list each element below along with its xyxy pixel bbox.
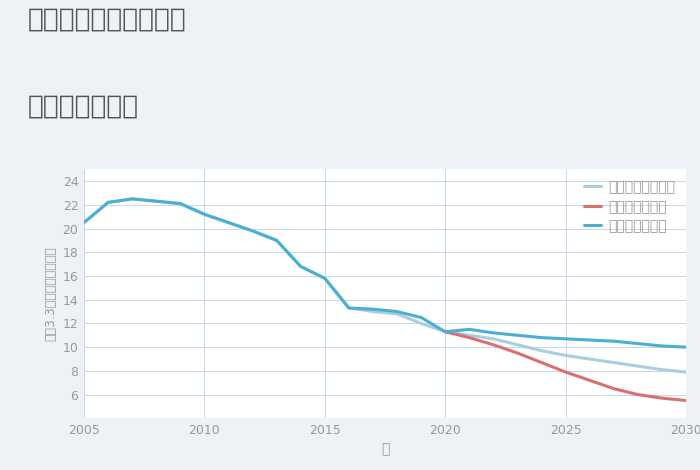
X-axis label: 年: 年 (381, 442, 389, 456)
グッドシナリオ (104, 200, 112, 205)
バッドシナリオ (441, 329, 449, 335)
グッドシナリオ (610, 338, 618, 344)
グッドシナリオ (200, 212, 209, 217)
グッドシナリオ (297, 264, 305, 269)
グッドシナリオ (465, 327, 473, 332)
バッドシナリオ (465, 335, 473, 340)
Line: ノーマルシナリオ: ノーマルシナリオ (84, 199, 686, 372)
ノーマルシナリオ (369, 309, 377, 314)
グッドシナリオ (441, 329, 449, 335)
バッドシナリオ (489, 342, 498, 348)
グッドシナリオ (417, 314, 426, 320)
グッドシナリオ (152, 198, 160, 204)
ノーマルシナリオ (128, 196, 136, 202)
グッドシナリオ (585, 337, 594, 343)
グッドシナリオ (682, 345, 690, 350)
ノーマルシナリオ (417, 321, 426, 326)
ノーマルシナリオ (465, 332, 473, 338)
ノーマルシナリオ (344, 305, 353, 311)
グッドシナリオ (538, 335, 546, 340)
バッドシナリオ (513, 350, 522, 356)
バッドシナリオ (682, 398, 690, 403)
グッドシナリオ (634, 341, 642, 346)
ノーマルシナリオ (321, 275, 329, 281)
グッドシナリオ (128, 196, 136, 202)
ノーマルシナリオ (489, 336, 498, 342)
Legend: ノーマルシナリオ, バッドシナリオ, グッドシナリオ: ノーマルシナリオ, バッドシナリオ, グッドシナリオ (580, 176, 679, 238)
Line: バッドシナリオ: バッドシナリオ (445, 332, 686, 400)
ノーマルシナリオ (634, 363, 642, 369)
Text: 土地の価格推移: 土地の価格推移 (28, 94, 139, 120)
ノーマルシナリオ (561, 352, 570, 358)
ノーマルシナリオ (513, 342, 522, 348)
ノーマルシナリオ (297, 264, 305, 269)
グッドシナリオ (248, 228, 257, 234)
バッドシナリオ (634, 392, 642, 398)
ノーマルシナリオ (610, 360, 618, 365)
ノーマルシナリオ (224, 220, 232, 226)
ノーマルシナリオ (272, 237, 281, 243)
Y-axis label: 坪（3.3㎡）単価（万円）: 坪（3.3㎡）単価（万円） (44, 246, 57, 341)
グッドシナリオ (658, 343, 666, 349)
ノーマルシナリオ (585, 356, 594, 362)
グッドシナリオ (321, 275, 329, 281)
グッドシナリオ (344, 305, 353, 311)
バッドシナリオ (658, 395, 666, 401)
バッドシナリオ (585, 377, 594, 383)
グッドシナリオ (393, 309, 401, 314)
ノーマルシナリオ (152, 198, 160, 204)
グッドシナリオ (176, 201, 185, 206)
ノーマルシナリオ (441, 329, 449, 335)
ノーマルシナリオ (80, 220, 88, 226)
ノーマルシナリオ (248, 228, 257, 234)
Line: グッドシナリオ: グッドシナリオ (84, 199, 686, 347)
グッドシナリオ (489, 330, 498, 336)
ノーマルシナリオ (200, 212, 209, 217)
グッドシナリオ (272, 237, 281, 243)
ノーマルシナリオ (658, 367, 666, 373)
グッドシナリオ (369, 306, 377, 312)
グッドシナリオ (513, 332, 522, 338)
グッドシナリオ (561, 336, 570, 342)
ノーマルシナリオ (176, 201, 185, 206)
バッドシナリオ (561, 369, 570, 375)
グッドシナリオ (80, 220, 88, 226)
バッドシナリオ (538, 360, 546, 365)
ノーマルシナリオ (104, 200, 112, 205)
ノーマルシナリオ (682, 369, 690, 375)
Text: 三重県伊賀市木興町の: 三重県伊賀市木興町の (28, 7, 187, 33)
バッドシナリオ (610, 386, 618, 392)
グッドシナリオ (224, 220, 232, 226)
ノーマルシナリオ (393, 311, 401, 317)
ノーマルシナリオ (538, 348, 546, 353)
